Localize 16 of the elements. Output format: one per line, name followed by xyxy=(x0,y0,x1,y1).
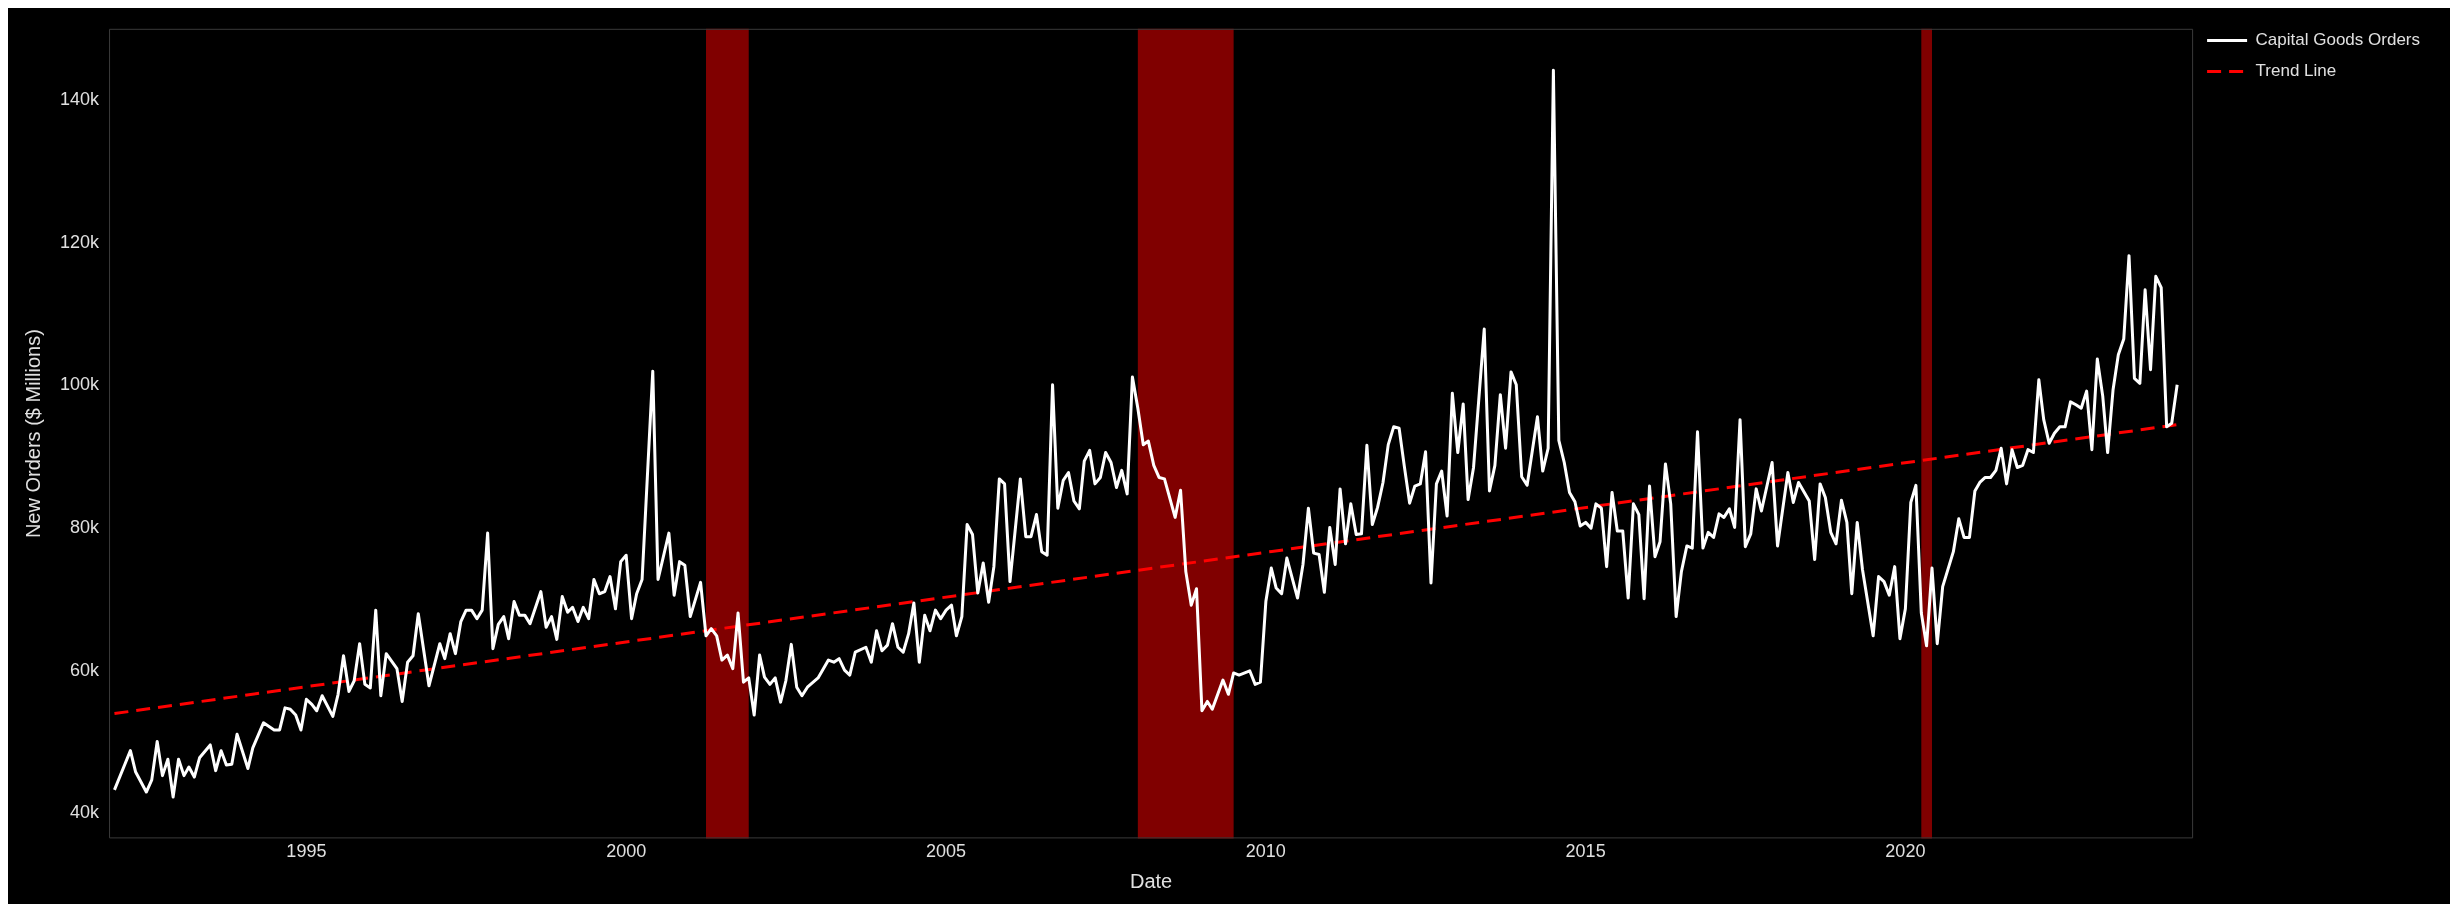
x-tick-label: 2015 xyxy=(1565,841,1606,862)
x-axis-title: Date xyxy=(1129,869,1173,892)
x-tick-label: 2005 xyxy=(926,841,967,862)
legend-label: Capital Goods Orders xyxy=(2255,30,2420,50)
x-tick-label: 2000 xyxy=(606,841,647,862)
y-tick-label: 80k xyxy=(70,517,101,538)
y-tick-label: 60k xyxy=(70,659,101,680)
x-tick-label: 1995 xyxy=(286,841,327,862)
y-axis-title: New Orders ($ Millions) xyxy=(21,329,44,539)
y-tick-label: 120k xyxy=(59,231,101,252)
x-tick-label: 2020 xyxy=(1885,841,1926,862)
y-tick-label: 140k xyxy=(59,89,101,110)
legend-label: Trend Line xyxy=(2255,61,2337,81)
x-tick-label: 2010 xyxy=(1245,841,1286,862)
y-tick-label: 100k xyxy=(59,374,101,395)
y-tick-label: 40k xyxy=(70,802,101,823)
